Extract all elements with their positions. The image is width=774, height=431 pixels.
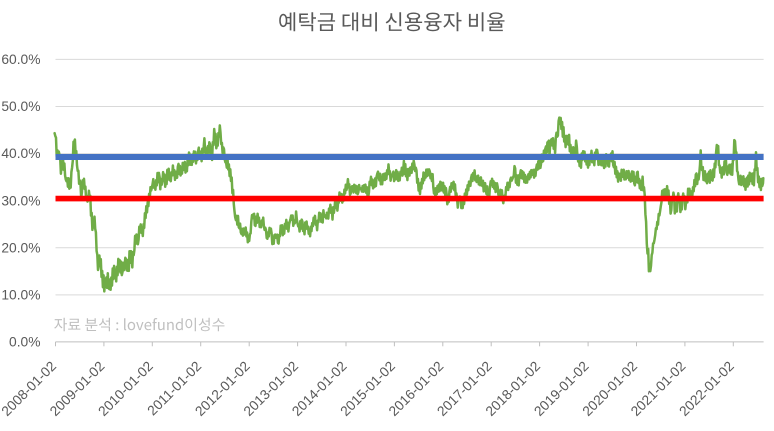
svg-text:40.0%: 40.0% [1,146,40,161]
svg-text:50.0%: 50.0% [1,99,40,114]
svg-text:30.0%: 30.0% [1,193,40,208]
svg-text:60.0%: 60.0% [1,52,40,67]
svg-text:0.0%: 0.0% [9,335,40,350]
svg-text:10.0%: 10.0% [1,287,40,302]
svg-text:20.0%: 20.0% [1,240,40,255]
